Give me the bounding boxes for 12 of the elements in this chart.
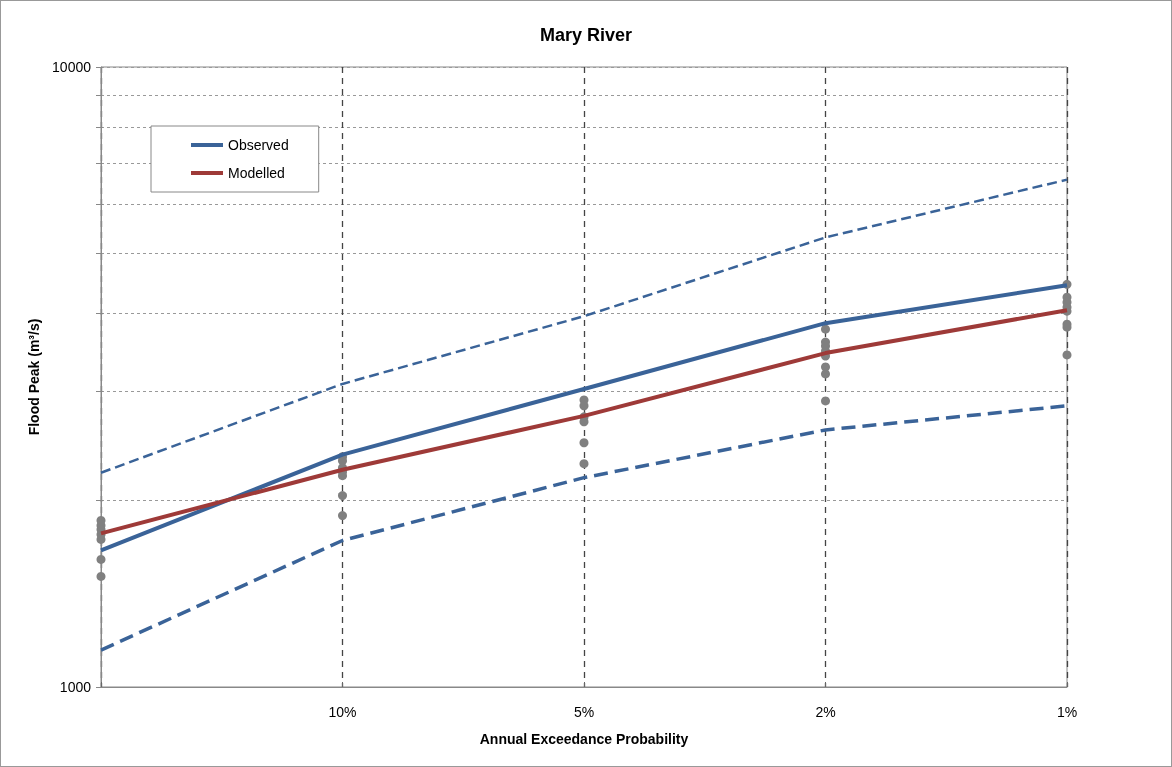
x-axis-title: Annual Exceedance Probability: [479, 731, 689, 747]
chart-title: Mary River: [539, 25, 633, 45]
x-tick-label: 1%: [1056, 704, 1078, 720]
x-tick-label: 5%: [573, 704, 595, 720]
line-series: [99, 178, 1069, 474]
legend-label: Observed: [228, 137, 289, 153]
y-tick-label: 1000: [59, 679, 92, 695]
y-tick-label: 10000: [52, 59, 92, 75]
x-tick-label: 2%: [815, 704, 836, 720]
y-axis-title: Flood Peak (m³/s): [26, 318, 43, 436]
x-tick-label: 10%: [328, 704, 357, 720]
legend-label: Modelled: [228, 165, 285, 181]
